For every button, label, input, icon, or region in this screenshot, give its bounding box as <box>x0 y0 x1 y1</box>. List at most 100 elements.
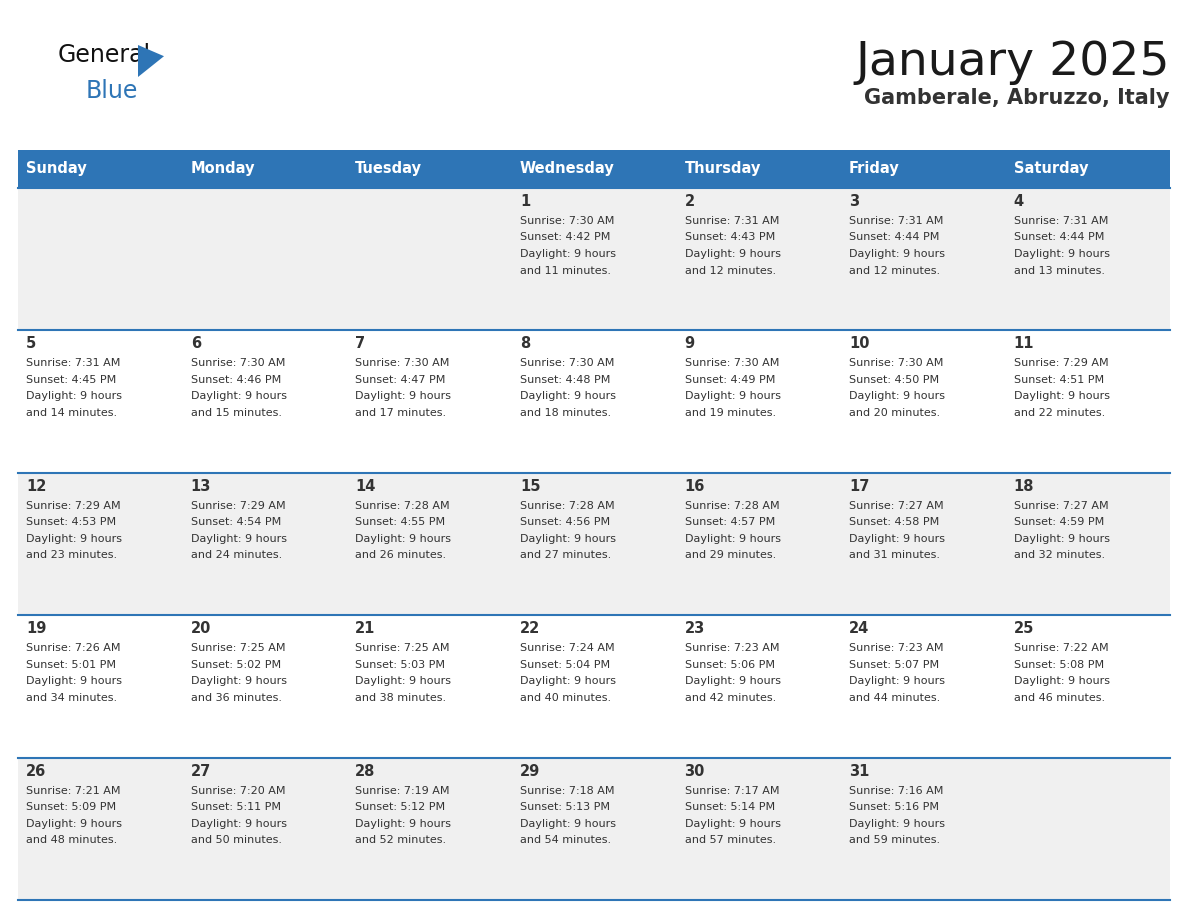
Text: and 11 minutes.: and 11 minutes. <box>520 265 611 275</box>
Text: Daylight: 9 hours: Daylight: 9 hours <box>520 677 615 686</box>
Bar <box>18 615 1170 757</box>
Text: Sunrise: 7:27 AM: Sunrise: 7:27 AM <box>1013 501 1108 510</box>
Text: 5: 5 <box>26 336 37 352</box>
Text: Sunrise: 7:30 AM: Sunrise: 7:30 AM <box>520 358 614 368</box>
Text: Sunset: 5:02 PM: Sunset: 5:02 PM <box>191 660 280 670</box>
Text: Sunset: 4:56 PM: Sunset: 4:56 PM <box>520 518 611 527</box>
Text: Daylight: 9 hours: Daylight: 9 hours <box>520 533 615 543</box>
Text: and 12 minutes.: and 12 minutes. <box>684 265 776 275</box>
Text: Sunset: 4:46 PM: Sunset: 4:46 PM <box>191 375 282 385</box>
Text: Sunrise: 7:27 AM: Sunrise: 7:27 AM <box>849 501 943 510</box>
Text: Daylight: 9 hours: Daylight: 9 hours <box>684 391 781 401</box>
Text: and 22 minutes.: and 22 minutes. <box>1013 408 1105 418</box>
Text: Sunset: 4:49 PM: Sunset: 4:49 PM <box>684 375 775 385</box>
Text: Daylight: 9 hours: Daylight: 9 hours <box>355 391 451 401</box>
Text: and 20 minutes.: and 20 minutes. <box>849 408 940 418</box>
Text: Sunset: 5:14 PM: Sunset: 5:14 PM <box>684 802 775 812</box>
Text: 8: 8 <box>520 336 530 352</box>
Text: Sunset: 5:01 PM: Sunset: 5:01 PM <box>26 660 116 670</box>
Text: and 17 minutes.: and 17 minutes. <box>355 408 447 418</box>
Text: 9: 9 <box>684 336 695 352</box>
Text: 13: 13 <box>191 479 211 494</box>
Text: and 13 minutes.: and 13 minutes. <box>1013 265 1105 275</box>
Text: Sunrise: 7:16 AM: Sunrise: 7:16 AM <box>849 786 943 796</box>
Text: 22: 22 <box>520 621 541 636</box>
Text: Sunset: 5:06 PM: Sunset: 5:06 PM <box>684 660 775 670</box>
Text: Daylight: 9 hours: Daylight: 9 hours <box>520 819 615 829</box>
Text: Daylight: 9 hours: Daylight: 9 hours <box>355 819 451 829</box>
Text: Daylight: 9 hours: Daylight: 9 hours <box>191 819 286 829</box>
Text: Thursday: Thursday <box>684 162 760 176</box>
Text: and 14 minutes.: and 14 minutes. <box>26 408 118 418</box>
Text: and 31 minutes.: and 31 minutes. <box>849 550 940 560</box>
Text: and 40 minutes.: and 40 minutes. <box>520 693 611 702</box>
Text: 1: 1 <box>520 194 530 209</box>
Text: Daylight: 9 hours: Daylight: 9 hours <box>191 391 286 401</box>
Text: Wednesday: Wednesday <box>520 162 614 176</box>
Text: 31: 31 <box>849 764 870 778</box>
Text: 2: 2 <box>684 194 695 209</box>
Text: Daylight: 9 hours: Daylight: 9 hours <box>684 677 781 686</box>
Text: Sunrise: 7:21 AM: Sunrise: 7:21 AM <box>26 786 121 796</box>
Text: Sunset: 4:55 PM: Sunset: 4:55 PM <box>355 518 446 527</box>
Text: 3: 3 <box>849 194 859 209</box>
Text: Sunset: 4:48 PM: Sunset: 4:48 PM <box>520 375 611 385</box>
Text: Sunset: 4:58 PM: Sunset: 4:58 PM <box>849 518 940 527</box>
Text: Daylight: 9 hours: Daylight: 9 hours <box>1013 391 1110 401</box>
Text: Sunrise: 7:28 AM: Sunrise: 7:28 AM <box>684 501 779 510</box>
Text: Sunset: 4:42 PM: Sunset: 4:42 PM <box>520 232 611 242</box>
Text: Sunset: 4:43 PM: Sunset: 4:43 PM <box>684 232 775 242</box>
Text: and 59 minutes.: and 59 minutes. <box>849 835 940 845</box>
Text: and 44 minutes.: and 44 minutes. <box>849 693 941 702</box>
Text: and 38 minutes.: and 38 minutes. <box>355 693 447 702</box>
Text: Sunrise: 7:25 AM: Sunrise: 7:25 AM <box>191 644 285 654</box>
Text: 16: 16 <box>684 479 704 494</box>
Text: Sunrise: 7:30 AM: Sunrise: 7:30 AM <box>191 358 285 368</box>
Text: Sunrise: 7:20 AM: Sunrise: 7:20 AM <box>191 786 285 796</box>
Text: Sunrise: 7:30 AM: Sunrise: 7:30 AM <box>355 358 450 368</box>
Text: and 12 minutes.: and 12 minutes. <box>849 265 940 275</box>
Text: 17: 17 <box>849 479 870 494</box>
Text: Sunrise: 7:17 AM: Sunrise: 7:17 AM <box>684 786 779 796</box>
Text: Sunrise: 7:29 AM: Sunrise: 7:29 AM <box>26 501 121 510</box>
Text: Friday: Friday <box>849 162 899 176</box>
Text: Sunset: 4:50 PM: Sunset: 4:50 PM <box>849 375 940 385</box>
Text: January 2025: January 2025 <box>855 40 1170 85</box>
Text: Daylight: 9 hours: Daylight: 9 hours <box>520 249 615 259</box>
Text: Daylight: 9 hours: Daylight: 9 hours <box>355 677 451 686</box>
Text: and 23 minutes.: and 23 minutes. <box>26 550 118 560</box>
Text: Daylight: 9 hours: Daylight: 9 hours <box>849 677 946 686</box>
Text: Daylight: 9 hours: Daylight: 9 hours <box>191 677 286 686</box>
Text: and 18 minutes.: and 18 minutes. <box>520 408 611 418</box>
Text: Sunrise: 7:23 AM: Sunrise: 7:23 AM <box>849 644 943 654</box>
Text: and 36 minutes.: and 36 minutes. <box>191 693 282 702</box>
Text: Sunrise: 7:24 AM: Sunrise: 7:24 AM <box>520 644 614 654</box>
Text: Sunrise: 7:18 AM: Sunrise: 7:18 AM <box>520 786 614 796</box>
Bar <box>18 150 1170 188</box>
Text: Daylight: 9 hours: Daylight: 9 hours <box>849 391 946 401</box>
Text: Sunrise: 7:28 AM: Sunrise: 7:28 AM <box>355 501 450 510</box>
Bar <box>18 330 1170 473</box>
Text: Sunset: 5:07 PM: Sunset: 5:07 PM <box>849 660 940 670</box>
Text: Sunset: 4:54 PM: Sunset: 4:54 PM <box>191 518 282 527</box>
Text: 11: 11 <box>1013 336 1035 352</box>
Text: and 50 minutes.: and 50 minutes. <box>191 835 282 845</box>
Text: Sunrise: 7:19 AM: Sunrise: 7:19 AM <box>355 786 450 796</box>
Text: and 54 minutes.: and 54 minutes. <box>520 835 611 845</box>
Text: Daylight: 9 hours: Daylight: 9 hours <box>26 677 122 686</box>
Text: Sunday: Sunday <box>26 162 87 176</box>
Text: Sunrise: 7:26 AM: Sunrise: 7:26 AM <box>26 644 121 654</box>
Text: 19: 19 <box>26 621 46 636</box>
Text: Sunrise: 7:31 AM: Sunrise: 7:31 AM <box>849 216 943 226</box>
Text: Sunrise: 7:30 AM: Sunrise: 7:30 AM <box>684 358 779 368</box>
Text: Sunrise: 7:22 AM: Sunrise: 7:22 AM <box>1013 644 1108 654</box>
Text: 21: 21 <box>355 621 375 636</box>
Text: Daylight: 9 hours: Daylight: 9 hours <box>191 533 286 543</box>
Text: Sunset: 5:09 PM: Sunset: 5:09 PM <box>26 802 116 812</box>
Text: Monday: Monday <box>191 162 255 176</box>
Text: and 42 minutes.: and 42 minutes. <box>684 693 776 702</box>
Text: and 48 minutes.: and 48 minutes. <box>26 835 118 845</box>
Text: 29: 29 <box>520 764 541 778</box>
Text: 26: 26 <box>26 764 46 778</box>
Text: Sunset: 5:11 PM: Sunset: 5:11 PM <box>191 802 280 812</box>
